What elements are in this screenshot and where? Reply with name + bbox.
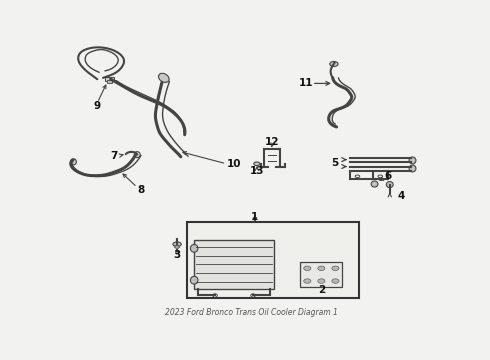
Ellipse shape [318,279,325,283]
Ellipse shape [190,244,198,252]
Text: 9: 9 [94,100,101,111]
Ellipse shape [174,246,179,248]
Bar [105,77,114,81]
Ellipse shape [254,162,260,166]
Ellipse shape [190,276,198,284]
Bar [194,240,274,288]
Bar [107,80,112,83]
Ellipse shape [304,279,311,283]
Ellipse shape [386,181,393,188]
Text: 12: 12 [265,138,279,148]
Ellipse shape [173,242,181,246]
Text: 11: 11 [299,78,314,89]
Text: 4: 4 [397,191,405,201]
Text: 8: 8 [137,185,145,194]
Ellipse shape [213,294,218,297]
Ellipse shape [332,279,339,283]
Text: 2023 Ford Bronco Trans Oil Cooler Diagram 1: 2023 Ford Bronco Trans Oil Cooler Diagra… [165,308,338,317]
Ellipse shape [371,181,378,187]
Ellipse shape [355,175,360,177]
Text: 5: 5 [331,158,338,168]
Ellipse shape [318,266,325,270]
Ellipse shape [251,294,255,297]
Ellipse shape [71,159,76,165]
Text: 7: 7 [111,151,118,161]
Text: 6: 6 [384,171,392,181]
Text: 10: 10 [227,159,241,169]
Ellipse shape [409,165,416,172]
Ellipse shape [332,266,339,270]
Ellipse shape [304,266,311,270]
Ellipse shape [409,157,416,164]
Ellipse shape [158,73,169,82]
Ellipse shape [378,175,383,177]
Text: 1: 1 [251,212,259,222]
Bar [300,262,342,287]
Text: 3: 3 [173,250,181,260]
Ellipse shape [134,152,140,158]
Text: 13: 13 [249,166,264,176]
Bar [187,222,359,298]
Ellipse shape [330,62,338,67]
Text: 2: 2 [318,285,325,296]
